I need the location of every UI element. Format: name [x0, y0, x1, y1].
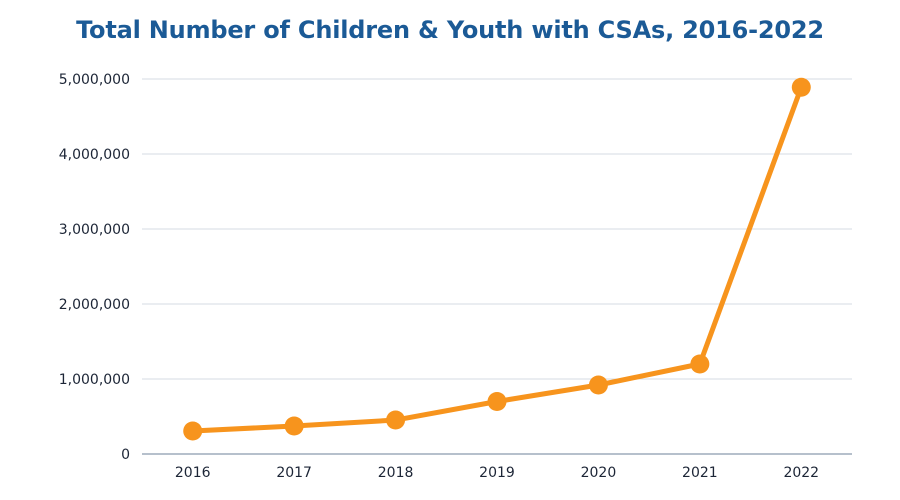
data-points — [183, 77, 811, 441]
x-tick-label: 2018 — [378, 465, 414, 481]
y-tick-label: 0 — [121, 447, 130, 463]
x-tick-label: 2022 — [783, 465, 819, 481]
y-tick-label: 5,000,000 — [59, 72, 130, 88]
y-tick-label: 1,000,000 — [59, 372, 130, 388]
x-tick-label: 2017 — [276, 465, 312, 481]
data-point-2022 — [791, 77, 811, 97]
data-point-2020 — [588, 375, 608, 395]
data-point-2021 — [690, 354, 710, 374]
chart-title: Total Number of Children & Youth with CS… — [76, 16, 824, 44]
data-point-2016 — [183, 421, 203, 441]
x-axis-ticks: 2016 2017 2018 2019 2020 2021 2022 — [175, 465, 819, 481]
gridlines — [142, 78, 852, 380]
x-tick-label: 2020 — [581, 465, 617, 481]
x-tick-label: 2016 — [175, 465, 211, 481]
y-tick-label: 3,000,000 — [59, 222, 130, 238]
data-point-2019 — [487, 392, 507, 411]
x-tick-label: 2021 — [682, 465, 718, 481]
data-point-2017 — [284, 416, 304, 436]
y-axis-ticks: 0 1,000,000 2,000,000 3,000,000 4,000,000 5,0… — [59, 72, 130, 463]
x-tick-label: 2019 — [479, 465, 515, 481]
data-point-2018 — [386, 410, 406, 430]
y-tick-label: 2,000,000 — [59, 297, 130, 313]
y-tick-label: 4,000,000 — [59, 147, 130, 163]
